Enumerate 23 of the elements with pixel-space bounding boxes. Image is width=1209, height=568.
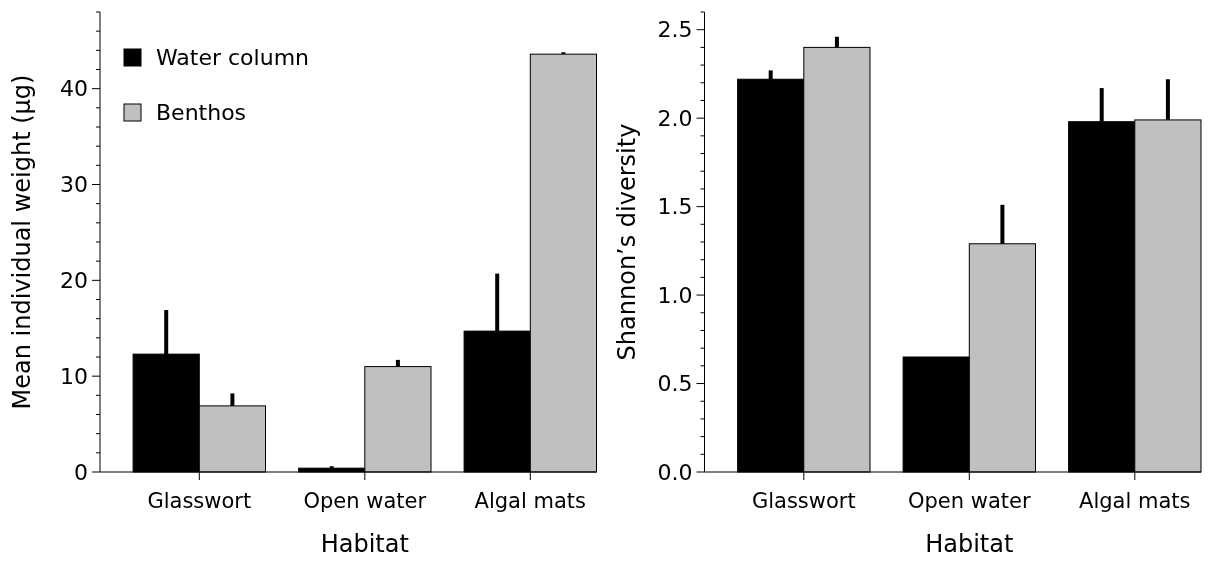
y-tick-label: 2.0 [657,105,693,131]
x-tick-label: Algal mats [1079,489,1191,513]
legend-label: Water column [156,44,310,70]
y-tick-label: 20 [60,268,88,294]
x-tick-label: Glasswort [147,489,252,513]
y-tick-label: 40 [60,76,88,102]
x-tick-label: Open water [908,489,1031,513]
y-tick-label: 0.0 [657,459,693,485]
x-tick-label: Algal mats [474,489,587,513]
x-axis-title: Habitat [925,530,1014,558]
y-tick-label: 1.5 [657,194,693,220]
y-tick-label: 30 [60,172,88,198]
legend-label: Benthos [156,99,247,125]
x-axis-title: Habitat [320,530,409,558]
y-tick-label: 2.5 [657,17,693,43]
y-axis-title: Shannon’s diversity [612,123,641,361]
x-tick-label: Open water [303,489,427,513]
y-tick-label: 1.0 [657,282,693,308]
y-tick-label: 10 [60,363,88,389]
y-axis-title: Mean individual weight (µg) [8,74,36,410]
y-tick-label: 0 [74,459,88,485]
y-tick-label: 0.5 [657,371,693,397]
x-tick-label: Glasswort [751,489,856,513]
